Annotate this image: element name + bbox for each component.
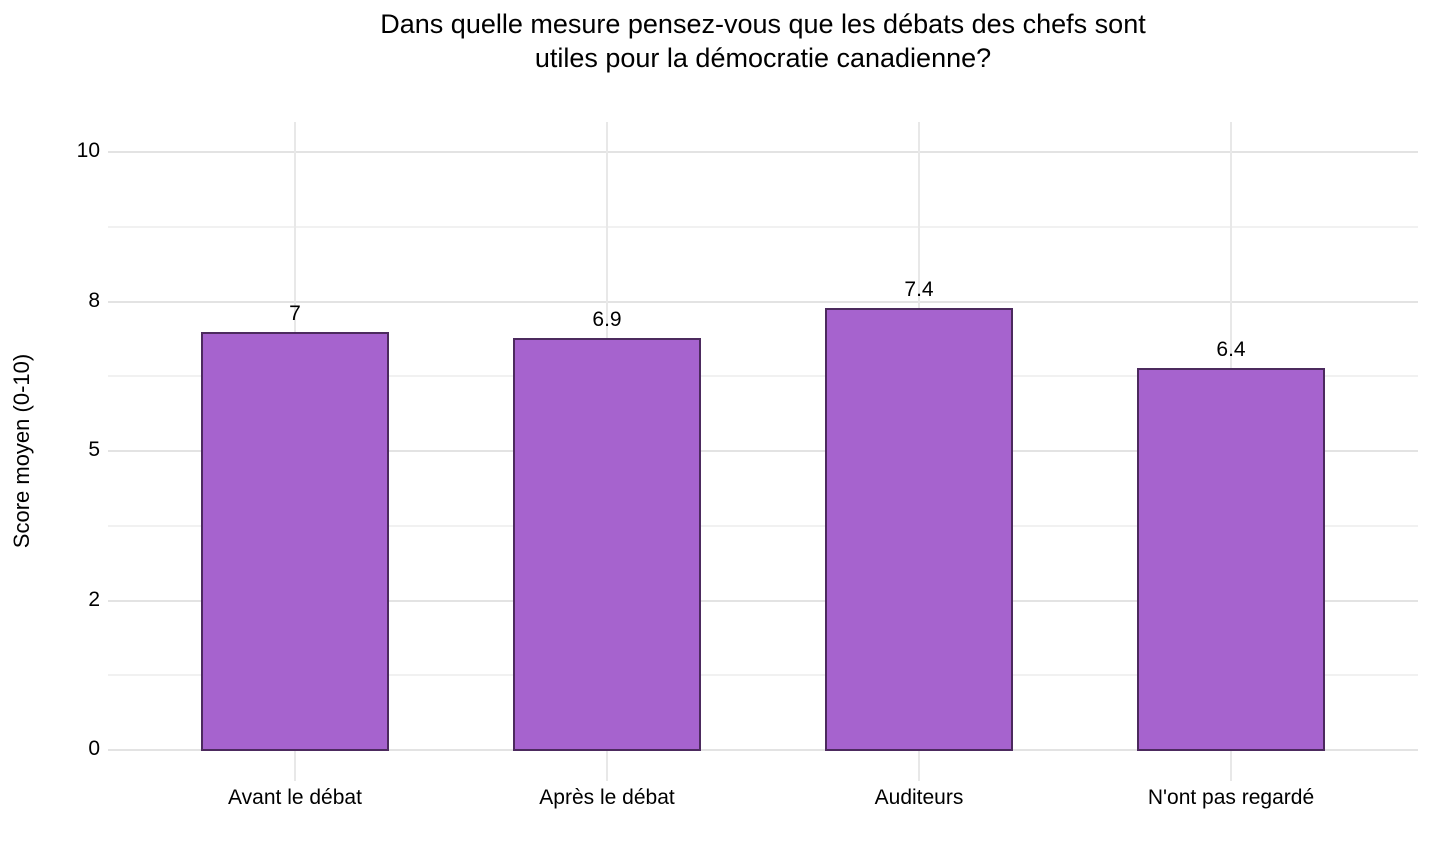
bar-auditeurs: 7.4 (825, 278, 1013, 751)
y-tick-label-10: 10 (76, 139, 100, 162)
x-tick-label-nont-pas-regarde: N'ont pas regardé (1147, 786, 1315, 809)
y-tick-label-2: 2 (88, 588, 100, 611)
gridline-y-minor-3-75 (108, 525, 1418, 527)
x-tick-label-apres-le-debat: Après le débat (539, 786, 675, 809)
gridline-y-10 (108, 151, 1418, 153)
gridline-y-minor-6-25 (108, 375, 1418, 377)
bar-value-label: 6.4 (1216, 338, 1246, 361)
chart-title-line-2: utiles pour la démocratie canadienne? (534, 43, 992, 73)
gridline-y-5 (108, 450, 1418, 452)
gridline-y-minor-1-25 (108, 674, 1418, 676)
gridline-y-0 (108, 749, 1418, 751)
y-axis-title: Score moyen (0-10) (9, 353, 34, 549)
bar-value-label: 6.9 (592, 308, 622, 331)
gridline-y-minor-8-75 (108, 226, 1418, 228)
x-tick-label-auditeurs: Auditeurs (874, 786, 964, 809)
gridline-y-2-5 (108, 600, 1418, 602)
bar-value-label: 7.4 (904, 278, 934, 301)
bar-apres-le-debat: 6.9 (513, 308, 701, 751)
bar-avant-le-debat: 7 (201, 302, 389, 751)
y-tick-label-5: 5 (88, 438, 100, 461)
gridline-y-7-5 (108, 301, 1418, 303)
chart-title-line-1: Dans quelle mesure pensez-vous que les d… (380, 9, 1146, 39)
x-tick-label-avant-le-debat: Avant le débat (228, 786, 362, 809)
bar-nont-pas-regarde: 6.4 (1137, 338, 1325, 751)
chart-title: Dans quelle mesure pensez-vous que les d… (108, 7, 1418, 75)
plot-area: 7 6.9 7.4 6.4 (108, 122, 1418, 781)
y-tick-label-8: 8 (88, 289, 100, 312)
bar-value-label: 7 (289, 302, 301, 325)
y-tick-label-0: 0 (88, 737, 100, 760)
